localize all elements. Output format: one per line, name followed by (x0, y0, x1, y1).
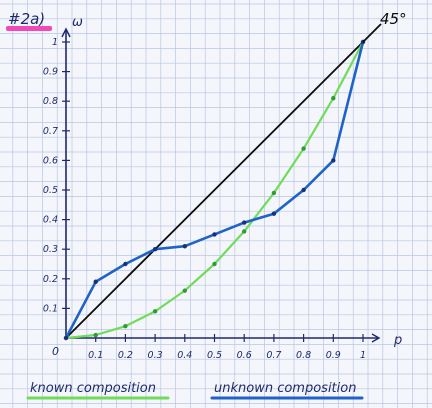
angle-label: 45° (380, 10, 407, 28)
data-point-known (123, 323, 128, 329)
data-point-unknown (301, 187, 306, 193)
data-point-unknown (63, 335, 69, 341)
origin-label: 0 (52, 345, 59, 358)
y-tick-label: 0.5 (43, 185, 58, 196)
y-tick-label: 0.6 (43, 155, 58, 166)
data-point-unknown (123, 261, 128, 267)
x-tick-label: 1 (360, 350, 366, 361)
y-tick-label: 0.3 (43, 244, 58, 255)
legend: known composition unknown composition (26, 381, 364, 400)
data-point-known (93, 332, 98, 338)
data-point-known (152, 309, 158, 314)
x-tick-label: 0.6 (237, 350, 252, 361)
legend-label-known: known composition (30, 381, 156, 396)
y-tick-label: 0.1 (43, 303, 58, 314)
x-tick-label: 0.1 (88, 350, 103, 361)
x-tick-label: 0.4 (177, 350, 192, 361)
problem-label: #2a) (8, 10, 45, 28)
y-tick-label: 0.7 (43, 126, 58, 137)
y-tick-label: 0.8 (43, 96, 58, 107)
data-point-unknown (152, 247, 158, 252)
x-tick-label: 0.8 (296, 350, 311, 361)
legend-label-unknown: unknown composition (214, 381, 356, 396)
data-point-unknown (182, 244, 187, 249)
data-point-known (271, 190, 277, 196)
x-tick-label: 0.7 (266, 350, 281, 361)
plot-area: p ω 0 0.1 0.2 0.3 0.4 0.5 0.6 0.7 0.8 0.9 1 0.1 0.2 0.3… (43, 15, 402, 361)
y-tick-label: 1 (52, 37, 58, 48)
x-tick-label: 0.2 (118, 350, 133, 361)
data-point-known (331, 96, 336, 101)
y-axis-label: ω (72, 15, 83, 30)
x-axis-label: p (393, 333, 402, 348)
data-point-known (212, 261, 217, 267)
x-tick-label: 0.5 (207, 350, 222, 361)
data-point-unknown (331, 158, 336, 163)
x-tick-label: 0.3 (148, 350, 163, 361)
y-tick-label: 0.4 (43, 215, 58, 226)
data-point-unknown (271, 211, 277, 216)
data-point-unknown (242, 220, 247, 225)
problem-label-highlight (6, 26, 52, 31)
x-tick-label: 0.9 (326, 350, 341, 361)
data-point-unknown (93, 279, 98, 284)
data-point-known (182, 288, 187, 293)
data-point-known (301, 146, 306, 151)
y-axis-arrow (61, 27, 71, 38)
data-point-unknown (212, 232, 217, 237)
diagonal-reference-line (65, 41, 364, 339)
x-axis-arrow (371, 333, 381, 343)
diagonal-extension (362, 23, 382, 43)
data-point-known (242, 229, 247, 234)
y-tick-label: 0.2 (43, 274, 58, 285)
y-tick-label: 0.9 (43, 67, 58, 78)
